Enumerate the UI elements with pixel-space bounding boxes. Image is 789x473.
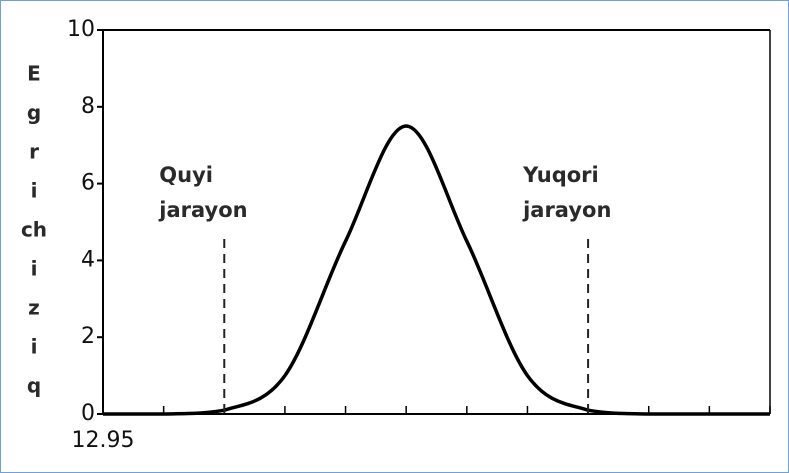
y-axis-label: ch bbox=[21, 218, 47, 242]
curve bbox=[102, 124, 770, 416]
y-axis-label: E bbox=[27, 62, 41, 86]
annotation: Quyi bbox=[159, 163, 213, 187]
y-axis-label: r bbox=[29, 140, 39, 164]
y-tick-label: 4 bbox=[81, 247, 95, 272]
y-tick-label: 10 bbox=[67, 17, 95, 42]
y-axis-label: i bbox=[31, 335, 38, 359]
y-axis-label: i bbox=[31, 257, 38, 281]
y-axis-label: g bbox=[27, 101, 41, 125]
y-tick-label: 2 bbox=[81, 324, 95, 349]
y-tick-label: 8 bbox=[81, 94, 95, 119]
annotation: jarayon bbox=[522, 198, 611, 222]
y-tick-label: 6 bbox=[81, 171, 95, 196]
y-axis-label: z bbox=[28, 296, 40, 320]
y-axis-label: i bbox=[31, 179, 38, 203]
y-tick-label: 0 bbox=[81, 401, 95, 426]
x-tick-label: 12.95 bbox=[72, 428, 135, 453]
y-axis-label: q bbox=[27, 374, 41, 398]
annotation: Yuqori bbox=[522, 163, 599, 187]
annotation: jarayon bbox=[158, 198, 247, 222]
